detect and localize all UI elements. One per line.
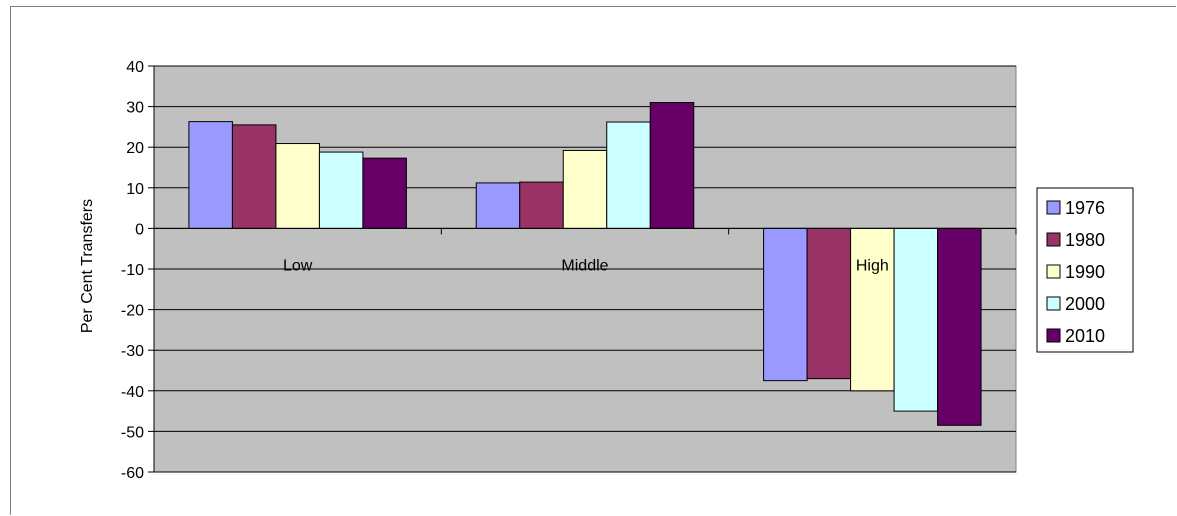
bar-2010-low (362, 157, 407, 229)
legend-swatch (1046, 232, 1061, 247)
bar-2010-middle (649, 102, 695, 229)
legend-swatch (1046, 264, 1061, 279)
bar-1976-low (188, 121, 233, 229)
y-tick-label: 40 (126, 59, 144, 76)
legend-label: 1976 (1065, 198, 1105, 218)
legend-swatch (1046, 200, 1061, 215)
y-tick-label: -10 (121, 262, 144, 279)
bar-1980-middle (519, 181, 564, 229)
y-tick-label: -20 (121, 303, 144, 320)
legend-label: 1990 (1065, 262, 1105, 282)
legend: 1976 1980 1990 2000 2010 (1036, 187, 1134, 353)
y-tick-label: -50 (121, 424, 144, 441)
legend-label: 1980 (1065, 230, 1105, 250)
bar-1980-high (806, 227, 852, 380)
axes (148, 65, 1017, 473)
bar-2010-high (937, 227, 982, 426)
bars (188, 102, 982, 426)
y-axis-label: Per Cent Transfers (79, 199, 96, 333)
legend-swatch (1046, 296, 1061, 311)
y-tick-label: -60 (121, 465, 144, 482)
y-tick-label: 0 (135, 221, 144, 238)
bar-1990-low (275, 143, 320, 229)
y-tick-label: -40 (121, 384, 144, 401)
category-label: Middle (561, 257, 608, 274)
bar-1990-middle (562, 149, 608, 229)
category-label: Low (283, 257, 313, 274)
bar-1990-high (850, 227, 895, 392)
bar-1976-middle (475, 182, 521, 229)
y-tick-label: 30 (126, 100, 144, 117)
y-tick-labels: 40 30 20 10 0 -10 -20 -30 -40 -50 -60 (121, 59, 144, 482)
bar-2000-high (893, 227, 939, 412)
y-tick-label: -30 (121, 343, 144, 360)
category-label: High (856, 257, 889, 274)
y-tick-label: 10 (126, 181, 144, 198)
legend-label: 2010 (1065, 326, 1105, 346)
y-tick-label: 20 (126, 140, 144, 157)
bar-2000-low (318, 151, 364, 229)
bar-2000-middle (606, 121, 651, 229)
legend-label: 2000 (1065, 294, 1105, 314)
category-labels: Low Middle High (283, 257, 889, 274)
legend-swatch (1046, 328, 1061, 343)
bar-1980-low (231, 124, 277, 229)
bar-1976-high (763, 227, 808, 382)
